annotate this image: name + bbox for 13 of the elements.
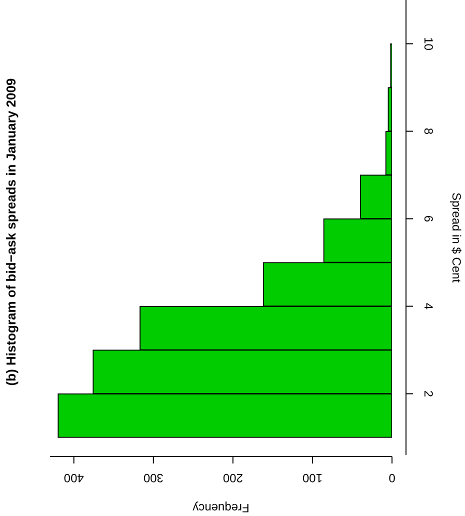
y-tick-label: 6 xyxy=(422,215,436,222)
y-tick-label: 10 xyxy=(422,37,436,51)
x-tick-label: 300 xyxy=(143,471,164,486)
y-tick-label: 4 xyxy=(422,302,436,310)
text: (b) Histogram of bid−ask spreads in January 2009 xyxy=(4,78,19,386)
x-tick-label: 0 xyxy=(388,471,396,486)
x-axis-title: Frequency xyxy=(192,501,250,516)
y-tick-label: 2 xyxy=(422,390,436,398)
y-axis-title: Spread in $ Cent xyxy=(450,192,464,284)
y-tick-label: 8 xyxy=(422,128,436,135)
x-tick-label: 400 xyxy=(64,471,84,486)
x-tick-label: 200 xyxy=(222,471,243,486)
x-tick-label: 100 xyxy=(302,471,322,486)
